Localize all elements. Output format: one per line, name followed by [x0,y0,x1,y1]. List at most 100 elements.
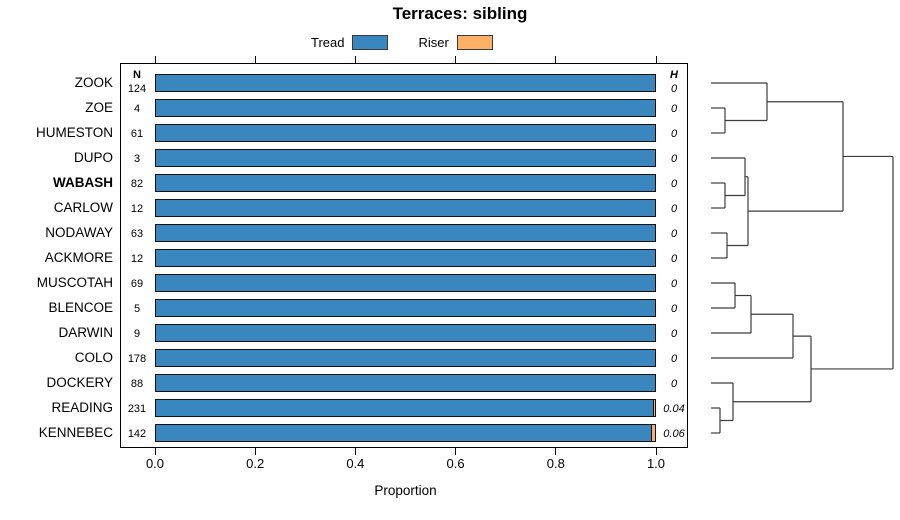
n-value: 61 [130,128,144,140]
h-value: 0.04 [663,403,685,415]
n-value: 12 [130,203,144,215]
x-axis-tick-bottom [354,448,356,455]
h-value: 0 [670,303,678,315]
n-value: 63 [130,228,144,240]
x-axis-tick-bottom [555,448,557,455]
row-label-ackmore: ACKMORE [44,250,113,265]
h-column-header: H [670,69,678,81]
h-value: 0 [670,328,678,340]
row-label-reading: READING [51,400,113,415]
h-value: 0 [670,103,678,115]
x-axis-tick-bottom [655,448,657,455]
h-value: 0 [670,203,678,215]
h-value: 0 [670,378,678,390]
row-label-blencoe: BLENCOE [48,300,113,315]
row-label-humeston: HUMESTON [35,125,113,140]
bar-segment-tread [155,299,656,317]
h-value: 0 [670,83,678,95]
legend: Tread Riser [311,33,493,51]
row-label-nodaway: NODAWAY [45,225,113,240]
legend-label-riser: Riser [418,34,449,50]
bar-zook [155,74,656,92]
bar-segment-tread [155,174,656,192]
bar-segment-tread [155,374,656,392]
n-value: 9 [133,328,141,340]
n-value: 82 [130,178,144,190]
h-value: 0 [670,253,678,265]
row-label-zoe: ZOE [85,100,113,115]
bar-segment-tread [155,324,656,342]
row-label-dupo: DUPO [73,150,113,165]
bar-nodaway [155,224,656,242]
x-axis-tick-top [154,56,156,63]
x-axis-tick-top [655,56,657,63]
bar-segment-tread [155,424,652,442]
chart-title: Terraces: sibling [392,4,528,23]
h-value: 0 [670,353,678,365]
legend-swatch-tread [352,34,389,50]
n-value: 12 [130,253,144,265]
legend-label-tread: Tread [311,34,345,50]
row-label-darwin: DARWIN [58,325,113,340]
bar-ackmore [155,249,656,267]
row-label-dockery: DOCKERY [46,375,113,390]
bar-blencoe [155,299,656,317]
n-value: 3 [133,153,141,165]
bar-segment-tread [155,99,656,117]
n-value: 4 [133,103,141,115]
bar-humeston [155,124,656,142]
row-label-wabash: WABASH [53,175,113,190]
bar-segment-tread [155,224,656,242]
h-value: 0 [670,128,678,140]
n-value: 142 [127,428,147,440]
n-value: 88 [130,378,144,390]
x-axis-tick-label: 0.6 [446,456,465,471]
bar-wabash [155,174,656,192]
bar-segment-riser [651,424,656,442]
x-axis-tick-label: 0.2 [246,456,265,471]
bar-segment-tread [155,249,656,267]
h-value: 0 [670,228,678,240]
bar-dockery [155,374,656,392]
x-axis-tick-label: 0.4 [346,456,365,471]
bar-segment-riser [653,399,656,417]
x-axis-tick-top [455,56,457,63]
x-axis-tick-bottom [254,448,256,455]
x-axis-tick-bottom [455,448,457,455]
plot-panel [120,63,688,448]
bar-segment-tread [155,124,656,142]
bar-muscotah [155,274,656,292]
bar-carlow [155,199,656,217]
x-axis-label: Proportion [374,483,437,498]
row-label-colo: COLO [74,350,113,365]
h-value: 0.06 [663,428,685,440]
bar-reading [155,399,656,417]
n-value: 124 [127,83,147,95]
bar-segment-tread [155,74,656,92]
bar-kennebec [155,424,656,442]
bar-segment-tread [155,149,656,167]
n-value: 231 [127,403,147,415]
bar-segment-tread [155,349,656,367]
x-axis-tick-label: 0.8 [546,456,565,471]
row-label-kennebec: KENNEBEC [38,425,113,440]
x-axis-tick-top [354,56,356,63]
x-axis-tick-top [555,56,557,63]
bar-segment-tread [155,199,656,217]
n-column-header: N [133,69,141,81]
x-axis-tick-label: 1.0 [646,456,666,471]
bar-segment-tread [155,399,654,417]
h-value: 0 [670,153,678,165]
bar-zoe [155,99,656,117]
row-label-muscotah: MUSCOTAH [36,275,113,290]
x-axis-tick-top [254,56,256,63]
bar-dupo [155,149,656,167]
x-axis-tick-bottom [154,448,156,455]
row-label-zook: ZOOK [74,75,113,90]
n-value: 5 [133,303,141,315]
bar-colo [155,349,656,367]
n-value: 69 [130,278,144,290]
row-label-carlow: CARLOW [53,200,113,215]
h-value: 0 [670,278,678,290]
